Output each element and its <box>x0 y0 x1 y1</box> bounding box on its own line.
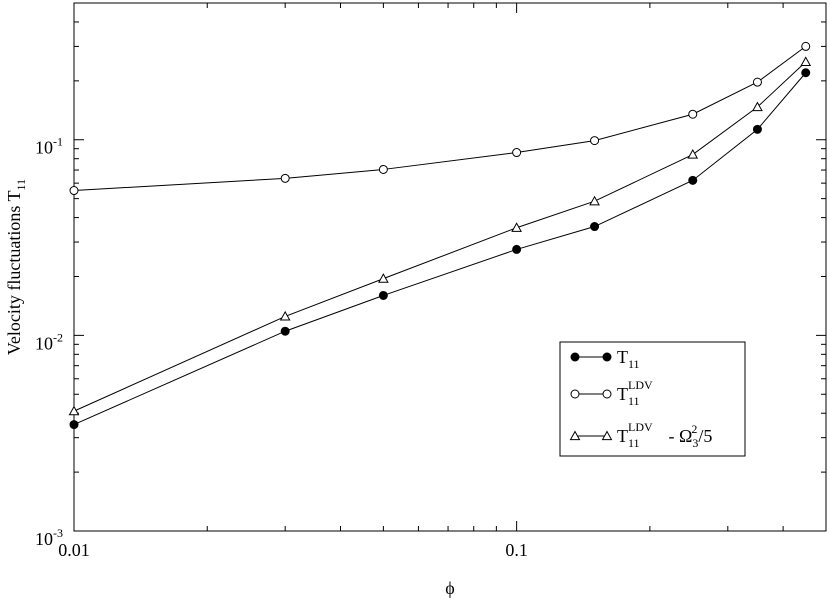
y-axis-label-text: Velocity fluctuations T <box>4 190 24 355</box>
y-axis-minor-ticks <box>74 21 826 473</box>
y-tick-exponent: -3 <box>53 526 63 540</box>
series-lines <box>73 45 807 426</box>
data-point-T11_LDV <box>512 148 522 158</box>
series-line-T11_LDV <box>73 45 807 192</box>
y-tick-label: 10-2 <box>35 330 63 353</box>
data-point-T11 <box>69 420 79 430</box>
y-tick-label: 10-3 <box>35 526 63 549</box>
data-point-T11_LDV <box>688 109 698 119</box>
data-point-T11_LDV_minus <box>378 273 389 283</box>
legend-items: T11 T11LDV T11LDV - Ω32/5 <box>569 347 712 450</box>
data-point-T11_LDV <box>280 173 290 183</box>
x-tick-label: 0.1 <box>505 540 528 560</box>
y-tick-base: 10 <box>35 138 53 158</box>
data-point-T11_LDV_minus <box>279 310 291 321</box>
data-point-T11 <box>801 68 811 78</box>
y-axis-label: Velocity fluctuations T11 <box>4 179 28 355</box>
plot-frame <box>73 2 827 532</box>
data-point-T11_LDV_minus <box>687 149 699 159</box>
legend-marker <box>570 389 580 399</box>
data-point-T11 <box>378 290 388 300</box>
legend-marker <box>601 430 613 441</box>
legend-marker <box>569 430 581 441</box>
data-point-T11_LDV_minus <box>800 56 812 66</box>
x-axis-label: ϕ <box>445 578 454 598</box>
y-axis-label-subscript: 11 <box>14 179 28 191</box>
data-point-T11_LDV <box>752 77 762 87</box>
data-point-T11 <box>688 175 698 185</box>
data-point-T11 <box>590 222 600 232</box>
data-point-T11_LDV_minus <box>752 101 763 112</box>
legend-label: T11LDV - Ω32/5 <box>617 420 712 450</box>
legend-label: T11LDV <box>617 378 653 408</box>
legend-marker <box>602 389 612 399</box>
data-point-T11_LDV <box>69 186 79 196</box>
data-point-T11_LDV <box>378 164 388 174</box>
legend-box <box>559 341 746 457</box>
legend-marker <box>570 352 580 362</box>
series-markers <box>68 41 812 430</box>
legend-label: T11 <box>617 347 640 371</box>
y-tick-label: 10-1 <box>35 135 63 158</box>
legend-marker <box>602 352 612 362</box>
y-tick-base: 10 <box>35 529 53 549</box>
y-tick-exponent: -2 <box>53 330 63 344</box>
data-point-T11_LDV_minus <box>589 195 600 206</box>
data-point-T11 <box>752 124 762 134</box>
data-point-T11_LDV_minus <box>511 222 522 232</box>
data-point-T11_LDV_minus <box>68 405 80 416</box>
data-point-T11_LDV <box>590 136 600 146</box>
x-axis-minor-ticks <box>206 3 784 531</box>
series-line-T11_LDV_minus <box>73 61 807 412</box>
legend: T11 T11LDV T11LDV - Ω32/5 <box>559 341 746 457</box>
y-tick-base: 10 <box>35 333 53 353</box>
data-point-T11_LDV <box>801 41 811 51</box>
data-point-T11 <box>512 244 522 254</box>
data-point-T11 <box>280 326 290 336</box>
y-tick-exponent: -1 <box>53 135 63 149</box>
series-line-T11 <box>73 72 807 426</box>
x-axis-ticks: 0.01 0.1 <box>58 3 528 560</box>
y-axis-ticks: 10-310-210-1 <box>35 135 826 549</box>
x-tick-label: 0.01 <box>58 540 90 560</box>
